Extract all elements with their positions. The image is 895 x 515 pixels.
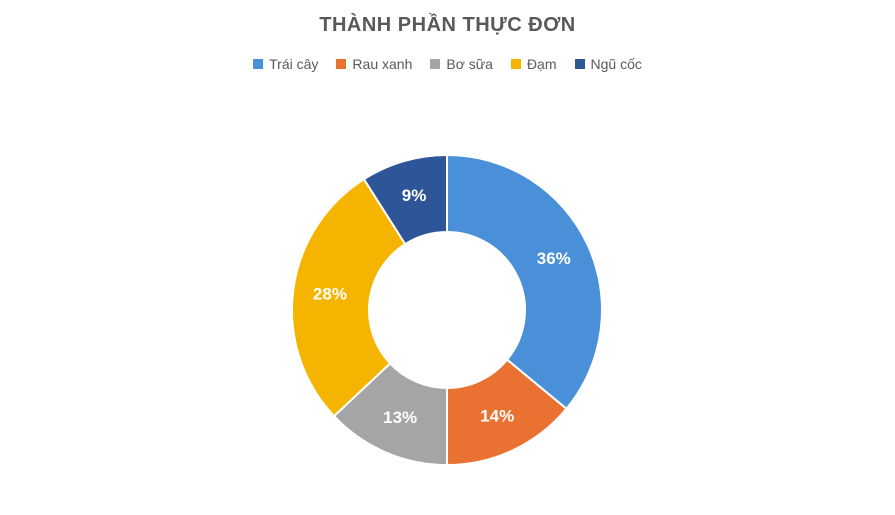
donut-chart: 36% 14% 13% 28% 9% (247, 110, 647, 510)
legend-label: Rau xanh (352, 56, 412, 72)
slice-label: 13% (383, 408, 417, 427)
slice-label: 28% (313, 285, 347, 304)
legend-swatch (575, 59, 585, 69)
legend-label: Trái cây (269, 56, 318, 72)
chart-container: THÀNH PHẦN THỰC ĐƠN Trái cây Rau xanh Bơ s… (0, 0, 895, 512)
chart-title: THÀNH PHẦN THỰC ĐƠN (0, 14, 895, 37)
legend-item: Rau xanh (336, 56, 412, 72)
donut-slice (447, 155, 602, 409)
legend-label: Đạm (527, 56, 557, 72)
legend-item: Đạm (511, 56, 557, 72)
legend-swatch (253, 59, 263, 69)
legend-item: Ngũ cốc (575, 56, 642, 72)
legend-swatch (430, 59, 440, 69)
legend-item: Bơ sữa (430, 56, 493, 72)
legend-label: Bơ sữa (446, 56, 493, 72)
slice-label: 9% (402, 186, 427, 205)
legend-label: Ngũ cốc (591, 56, 642, 72)
slice-label: 36% (537, 249, 571, 268)
legend-item: Trái cây (253, 56, 318, 72)
legend-swatch (511, 59, 521, 69)
legend-swatch (336, 59, 346, 69)
slice-label: 14% (480, 406, 514, 425)
chart-legend: Trái cây Rau xanh Bơ sữa Đạm Ngũ cốc (0, 56, 895, 72)
